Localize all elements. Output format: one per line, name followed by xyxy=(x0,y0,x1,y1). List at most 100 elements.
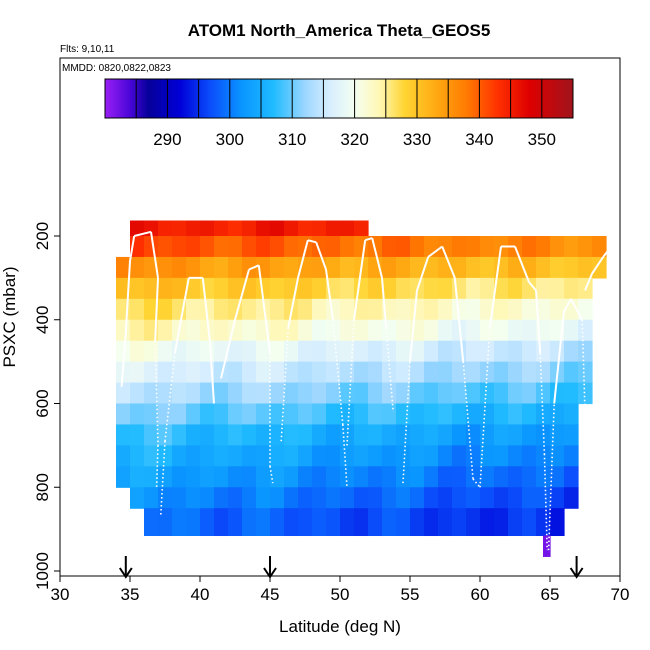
curtain-cell xyxy=(438,487,453,509)
curtain-cell xyxy=(130,424,145,446)
curtain-cell xyxy=(522,340,537,363)
curtain-cell xyxy=(382,277,397,300)
x-axis: 30 35 40 45 50 55 60 65 70 xyxy=(51,576,629,604)
curtain-cell xyxy=(284,220,299,237)
curtain-cell xyxy=(130,382,145,405)
curtain-cell xyxy=(270,487,285,509)
curtain-cell xyxy=(564,277,579,300)
curtain-cell xyxy=(382,508,397,537)
curtain-cell xyxy=(172,361,187,384)
curtain-cell xyxy=(326,236,341,258)
curtain-cell xyxy=(522,382,537,405)
curtain-cell xyxy=(452,340,467,363)
curtain-cell xyxy=(494,319,509,342)
curtain-cell xyxy=(158,445,173,467)
curtain-cell xyxy=(256,508,271,537)
curtain-cell xyxy=(214,445,229,467)
curtain-cell xyxy=(186,382,201,405)
curtain-cell xyxy=(326,256,341,279)
curtain-cell xyxy=(256,277,271,300)
curtain-cell xyxy=(130,298,145,321)
curtain-cell xyxy=(522,361,537,384)
x-tick-label: 55 xyxy=(401,585,420,604)
curtain-cell xyxy=(298,298,313,321)
curtain-cell xyxy=(480,382,495,405)
curtain-cell xyxy=(312,487,327,509)
curtain-cell xyxy=(480,319,495,342)
curtain-cell xyxy=(172,466,187,488)
curtain-cell xyxy=(158,466,173,488)
curtain-cell xyxy=(536,340,551,363)
curtain-cell xyxy=(578,361,593,384)
curtain-cell xyxy=(298,220,313,237)
curtain-cell xyxy=(424,508,439,537)
dates-label: MMDD: 0820,0822,0823 xyxy=(62,63,171,74)
curtain-cell xyxy=(494,340,509,363)
curtain-cell xyxy=(130,403,145,426)
curtain-cell xyxy=(326,319,341,342)
curtain-cell xyxy=(452,361,467,384)
curtain-cell xyxy=(410,508,425,537)
curtain-cell xyxy=(522,445,537,467)
curtain-cell xyxy=(186,277,201,300)
curtain-cell xyxy=(158,424,173,446)
curtain-cell xyxy=(340,361,355,384)
curtain-cell xyxy=(396,403,411,426)
curtain-cell xyxy=(536,445,551,467)
curtain-cell xyxy=(214,340,229,363)
curtain-cell xyxy=(340,220,355,237)
curtain-cell xyxy=(200,424,215,446)
chart-title: ATOM1 North_America Theta_GEOS5 xyxy=(188,21,491,40)
curtain-cell xyxy=(144,361,159,384)
curtain-cell xyxy=(172,487,187,509)
curtain-cell xyxy=(312,319,327,342)
curtain-cell xyxy=(508,256,523,279)
curtain-cell xyxy=(368,424,383,446)
curtain-cell xyxy=(130,487,145,509)
curtain-cell xyxy=(144,466,159,488)
curtain-cell xyxy=(256,403,271,426)
curtain-cell xyxy=(200,382,215,405)
curtain-cell xyxy=(340,340,355,363)
curtain-cell xyxy=(116,277,131,300)
curtain-cell xyxy=(214,277,229,300)
curtain-cell xyxy=(578,319,593,342)
y-tick-label: 600 xyxy=(33,389,52,417)
curtain-cell xyxy=(424,424,439,446)
curtain-cell xyxy=(424,403,439,426)
curtain-cell xyxy=(340,277,355,300)
curtain-cell xyxy=(508,487,523,509)
curtain-cell xyxy=(550,340,565,363)
curtain-cell xyxy=(200,319,215,342)
curtain-cell xyxy=(410,466,425,488)
takeoff-arrow-head xyxy=(569,567,584,579)
curtain-cell xyxy=(550,382,565,405)
flight-track-dotted xyxy=(479,328,548,551)
curtain-cell xyxy=(466,319,481,342)
x-tick-label: 35 xyxy=(121,585,140,604)
curtain-cell xyxy=(158,220,173,237)
curtain-cell xyxy=(368,319,383,342)
curtain-cell xyxy=(564,466,579,488)
curtain-cell xyxy=(480,508,495,537)
curtain-cell xyxy=(284,508,299,537)
curtain-cell xyxy=(242,319,257,342)
curtain-cell xyxy=(228,340,243,363)
curtain-cell xyxy=(214,236,229,258)
curtain-cell xyxy=(312,340,327,363)
colorbar-tick-label: 340 xyxy=(465,130,493,149)
curtain-cell xyxy=(340,508,355,537)
curtain-cell xyxy=(564,445,579,467)
curtain-cell xyxy=(200,487,215,509)
flights-label: Flts: 9,10,11 xyxy=(60,44,115,55)
curtain-cell xyxy=(312,277,327,300)
curtain-cell xyxy=(298,403,313,426)
curtain-cell xyxy=(396,236,411,258)
curtain-cell xyxy=(214,403,229,426)
curtain-cell xyxy=(382,487,397,509)
curtain-cell xyxy=(298,340,313,363)
curtain-cell xyxy=(480,256,495,279)
curtain-cell xyxy=(186,487,201,509)
curtain-cell xyxy=(312,220,327,237)
curtain-cell xyxy=(270,236,285,258)
